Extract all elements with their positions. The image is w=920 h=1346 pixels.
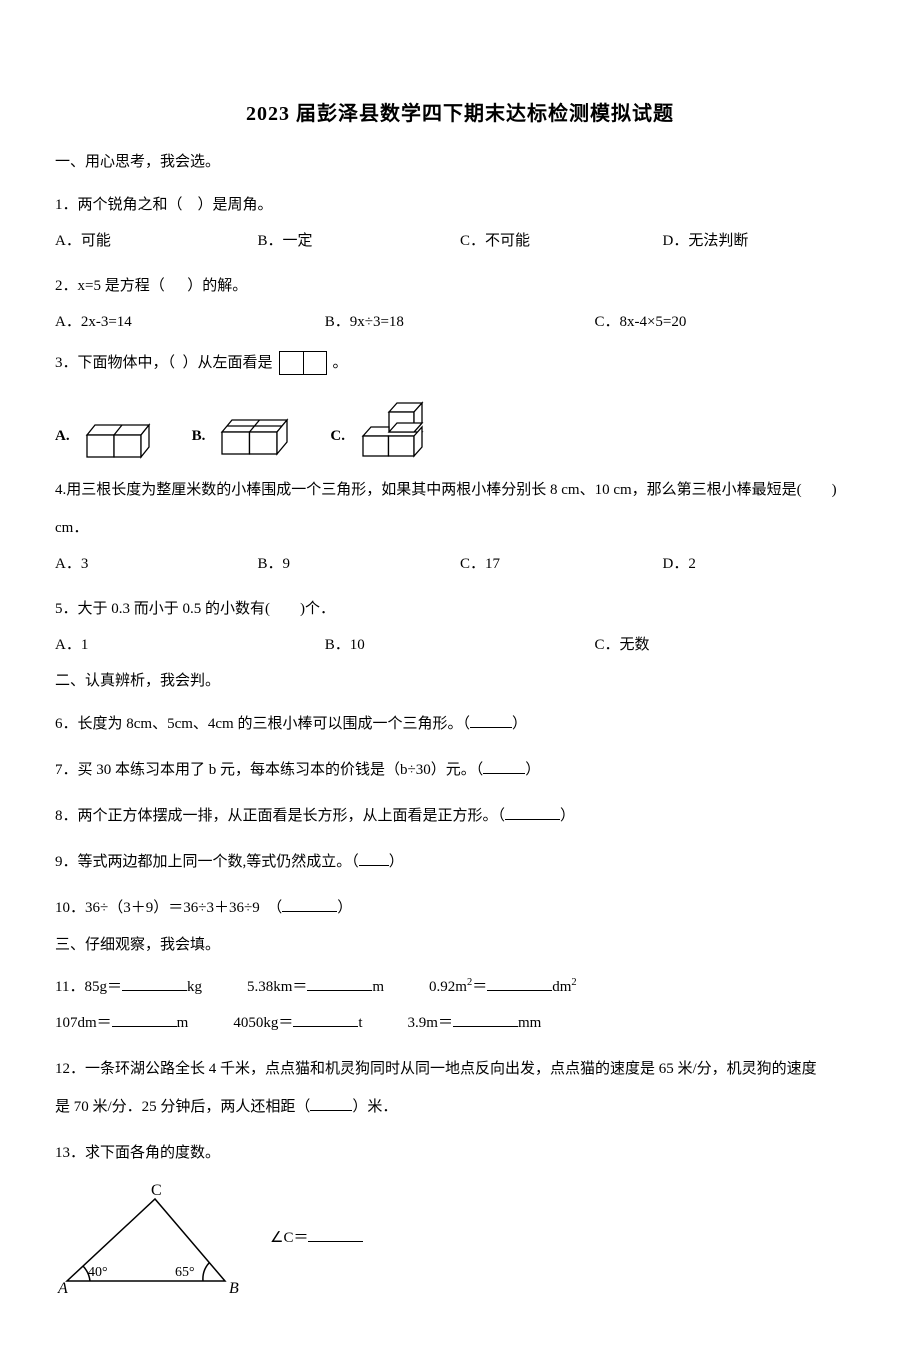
q2-option-a[interactable]: A．2x-3=14	[55, 306, 325, 339]
q11-r2-c-blank[interactable]	[453, 1011, 518, 1028]
q6-tail: ）	[512, 716, 527, 732]
q11-r1-b-unit: m	[372, 979, 384, 995]
q2-options: A．2x-3=14 B．9x÷3=18 C．8x-4×5=20	[55, 306, 865, 339]
q3-stem-prefix: 3．下面物体中，（	[55, 349, 175, 378]
q13-answer-label: ∠C＝	[270, 1230, 308, 1246]
q11-r1-c-prefix: 0.92m	[429, 979, 467, 995]
q11-r1-a-blank[interactable]	[122, 975, 187, 992]
q9-text: 9．等式两边都加上同一个数,等式仍然成立。（	[55, 854, 359, 870]
q11-r1-b-prefix: 5.38km＝	[247, 979, 307, 995]
q11-r1-a-unit: kg	[187, 979, 202, 995]
q13-stem: 13．求下面各角的度数。	[55, 1135, 865, 1171]
q5-option-c[interactable]: C．无数	[594, 629, 864, 662]
cube-shape-a-icon	[82, 420, 157, 462]
q10-stem: 10．36÷（3＋9）＝36÷3＋36÷9 （ ）	[55, 890, 865, 926]
q12-line2-suffix: ）米．	[352, 1099, 397, 1115]
q8-text: 8．两个正方体摆成一排，从正面看是长方形，从上面看是正方形。（	[55, 808, 505, 824]
q10-tail: ）	[337, 900, 352, 916]
section-3-heading: 三、仔细观察，我会填。	[55, 931, 865, 960]
section-2-heading: 二、认真辨析，我会判。	[55, 667, 865, 696]
q4-options: A．3 B．9 C．17 D．2	[55, 548, 865, 581]
q1-option-c[interactable]: C．不可能	[460, 225, 663, 258]
q1-option-b[interactable]: B．一定	[258, 225, 461, 258]
q10-text: 10．36÷（3＋9）＝36÷3＋36÷9 （	[55, 900, 282, 916]
q11-r2-a-prefix: 107dm＝	[55, 1015, 112, 1031]
q11-r1-c-blank[interactable]	[487, 975, 552, 992]
q11-r2-c-unit: mm	[518, 1015, 541, 1031]
page-title: 2023 届彭泽县数学四下期末达标检测模拟试题	[55, 95, 865, 133]
q1-options: A．可能 B．一定 C．不可能 D．无法判断	[55, 225, 865, 258]
q4-option-b[interactable]: B．9	[258, 548, 461, 581]
q7-stem: 7．买 30 本练习本用了 b 元，每本练习本的价钱是（b÷30）元。（ ）	[55, 752, 865, 788]
q2-stem: 2．x=5 是方程（ ）的解。	[55, 268, 865, 304]
q9-tail: ）	[389, 854, 404, 870]
q12-blank[interactable]	[310, 1095, 352, 1112]
q11-r1-a-prefix: 11．85g＝	[55, 979, 122, 995]
q2-option-c[interactable]: C．8x-4×5=20	[594, 306, 864, 339]
q11-r2-c-prefix: 3.9m＝	[408, 1015, 453, 1031]
q5-stem: 5．大于 0.3 而小于 0.5 的小数有( )个．	[55, 591, 865, 627]
q11-r2-a-unit: m	[177, 1015, 189, 1031]
q5-option-a[interactable]: A．1	[55, 629, 325, 662]
q11-r1-b-blank[interactable]	[307, 975, 372, 992]
q1-stem: 1．两个锐角之和（ ）是周角。	[55, 187, 865, 223]
q13-figure-row: C A B 40° 65° ∠C＝	[55, 1181, 865, 1296]
q2-stem-suffix: ）的解。	[187, 278, 247, 294]
q9-stem: 9．等式两边都加上同一个数,等式仍然成立。（ ）	[55, 844, 865, 880]
q3-stem-mid: ）从左面看是	[183, 349, 273, 378]
q7-tail: ）	[525, 762, 540, 778]
q13-answer: ∠C＝	[270, 1224, 363, 1253]
q11-r2-b-unit: t	[358, 1015, 362, 1031]
q1-option-d[interactable]: D．无法判断	[663, 225, 866, 258]
q8-blank[interactable]	[505, 803, 560, 820]
q1-stem-suffix: ）是周角。	[198, 197, 273, 213]
q3-stem: 3．下面物体中，（ ）从左面看是 。	[55, 349, 865, 378]
q13-vertex-c: C	[151, 1182, 162, 1199]
q9-blank[interactable]	[359, 849, 389, 866]
triangle-icon: C A B 40° 65°	[55, 1181, 245, 1296]
q4-stem-line2: cm．	[55, 510, 865, 546]
q6-blank[interactable]	[470, 711, 512, 728]
q11: 11．85g＝kg 5.38km＝m 0.92m2＝dm2 107dm＝m 40…	[55, 969, 865, 1041]
q1-stem-prefix: 1．两个锐角之和（	[55, 197, 183, 213]
small-two-square-icon	[279, 351, 327, 375]
q5-option-b[interactable]: B．10	[325, 629, 595, 662]
q1-option-a[interactable]: A．可能	[55, 225, 258, 258]
q7-text: 7．买 30 本练习本用了 b 元，每本练习本的价钱是（b÷30）元。（	[55, 762, 483, 778]
q11-r1-c-unit: dm	[552, 979, 571, 995]
q2-stem-prefix: 2．x=5 是方程（	[55, 278, 165, 294]
q12-line2: 是 70 米/分．25 分钟后，两人还相距（ ）米．	[55, 1089, 865, 1125]
q4-option-a[interactable]: A．3	[55, 548, 258, 581]
q11-r2-a-blank[interactable]	[112, 1011, 177, 1028]
q2-option-b[interactable]: B．9x÷3=18	[325, 306, 595, 339]
q3-option-a-label[interactable]: A.	[55, 422, 70, 463]
q12-line1: 12．一条环湖公路全长 4 千米，点点猫和机灵狗同时从同一地点反向出发，点点猫的…	[55, 1051, 865, 1087]
q6-stem: 6．长度为 8cm、5cm、4cm 的三根小棒可以围成一个三角形。（ ）	[55, 706, 865, 742]
q4-option-d[interactable]: D．2	[663, 548, 866, 581]
q8-stem: 8．两个正方体摆成一排，从正面看是长方形，从上面看是正方形。（ ）	[55, 798, 865, 834]
q8-tail: ）	[560, 808, 575, 824]
q13-angle-b: 65°	[175, 1265, 195, 1280]
section-1-heading: 一、用心思考，我会选。	[55, 148, 865, 177]
q11-r2-b-prefix: 4050kg＝	[233, 1015, 293, 1031]
q3-stem-suffix: 。	[333, 349, 348, 378]
q11-r2-b-blank[interactable]	[293, 1011, 358, 1028]
q4-option-c[interactable]: C．17	[460, 548, 663, 581]
cube-shape-b-icon	[217, 412, 295, 462]
q4-stem: 4.用三根长度为整厘米数的小棒围成一个三角形，如果其中两根小棒分别长 8 cm、…	[55, 472, 865, 508]
q12-line2-prefix: 是 70 米/分．25 分钟后，两人还相距（	[55, 1099, 310, 1115]
cube-shape-c-icon	[357, 400, 435, 462]
q3-option-c-label[interactable]: C.	[330, 422, 345, 463]
q13-vertex-a: A	[57, 1280, 68, 1296]
q5-options: A．1 B．10 C．无数	[55, 629, 865, 662]
q7-blank[interactable]	[483, 757, 525, 774]
q3-options: A. B. C.	[55, 397, 865, 462]
q13-answer-blank[interactable]	[308, 1226, 363, 1243]
q13-vertex-b: B	[229, 1280, 239, 1296]
q6-text: 6．长度为 8cm、5cm、4cm 的三根小棒可以围成一个三角形。（	[55, 716, 470, 732]
q13-angle-a: 40°	[88, 1265, 108, 1280]
q10-blank[interactable]	[282, 895, 337, 912]
q3-option-b-label[interactable]: B.	[192, 422, 206, 463]
